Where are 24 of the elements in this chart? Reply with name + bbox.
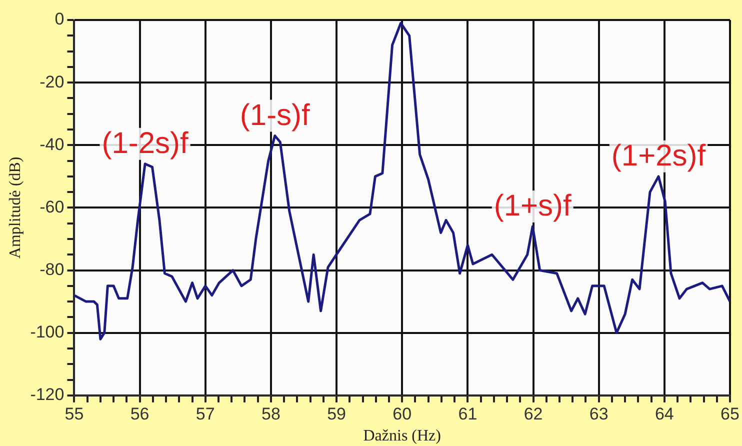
x-tick-label: 65 [720, 404, 740, 424]
annotation: (1-2s)f [102, 127, 190, 160]
y-tick-label: -120 [30, 385, 64, 404]
x-tick-label: 58 [261, 404, 280, 424]
y-axis-title: Amplitudė (dB) [6, 156, 24, 259]
x-tick-label: 57 [196, 404, 215, 424]
y-tick-label: -40 [40, 134, 64, 154]
x-tick-label: 63 [589, 404, 608, 424]
x-tick-label: 55 [64, 404, 84, 424]
y-tick-label: -60 [40, 197, 64, 216]
y-tick-label: -80 [40, 260, 64, 279]
y-tick-label: -100 [30, 322, 64, 342]
y-tick-label: -20 [40, 72, 64, 92]
annotation: (1-s)f [240, 99, 311, 132]
annotation: (1+2s)f [611, 140, 706, 173]
x-axis-title: Dažnis (Hz) [363, 428, 441, 445]
x-tick-label: 60 [392, 404, 412, 424]
annotation: (1+s)f [494, 190, 572, 223]
x-tick-label: 61 [458, 404, 478, 424]
y-tick-label: 0 [54, 10, 64, 29]
x-tick-label: 64 [654, 404, 674, 424]
x-tick-label: 62 [524, 404, 543, 424]
x-tick-label: 56 [130, 404, 150, 424]
x-tick-label: 59 [327, 404, 346, 424]
